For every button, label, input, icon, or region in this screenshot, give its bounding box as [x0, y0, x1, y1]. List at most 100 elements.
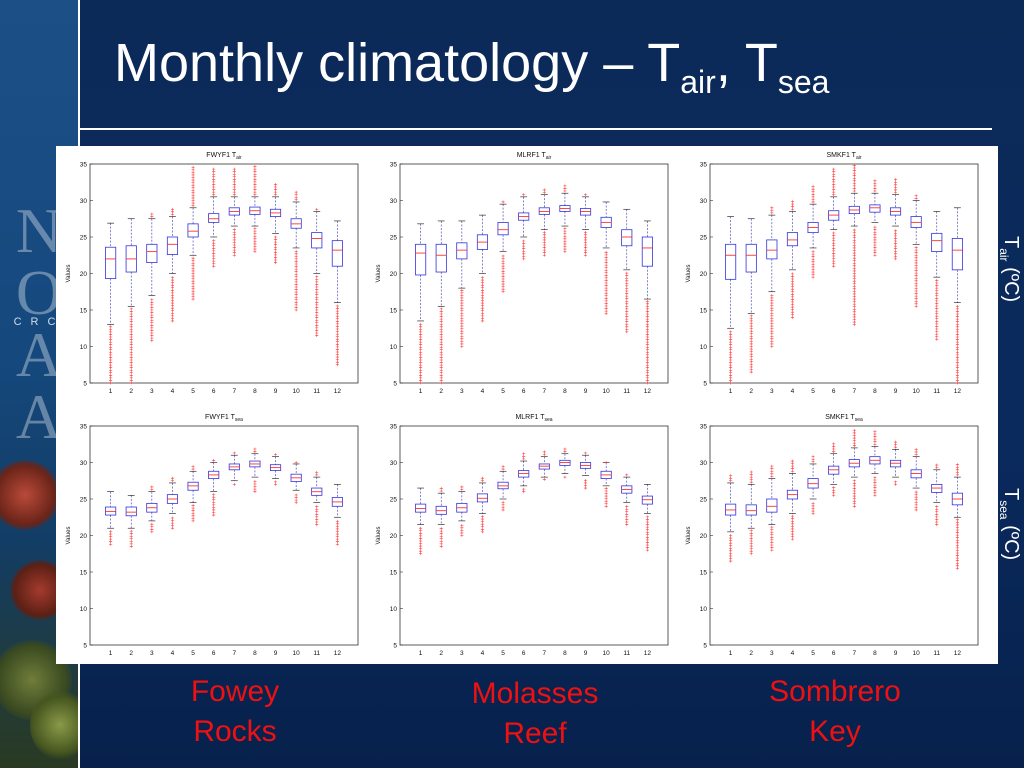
outlier-low — [729, 376, 733, 380]
outlier-low — [315, 300, 319, 304]
outlier-low — [935, 289, 939, 293]
outlier-low — [645, 543, 649, 547]
outlier-low — [914, 304, 918, 308]
outlier-high — [294, 461, 298, 464]
outlier-low — [129, 371, 133, 375]
outlier-low — [439, 350, 443, 354]
outlier-low — [645, 304, 649, 308]
box-month-9 — [889, 440, 902, 486]
outlier-low — [583, 230, 588, 234]
outlier-low — [852, 254, 856, 258]
outlier-high — [832, 177, 836, 181]
outlier-low — [914, 294, 918, 298]
outlier-high — [191, 465, 195, 468]
outlier-low — [232, 241, 236, 244]
outlier-low — [273, 480, 278, 484]
outlier-low — [480, 281, 485, 285]
outlier-high — [832, 193, 836, 197]
outlier-low — [873, 491, 877, 495]
outlier-high — [852, 428, 856, 432]
y-tick-label: 15 — [390, 570, 398, 577]
y-axis-label: Values — [686, 265, 692, 283]
outlier-low — [955, 546, 959, 550]
x-tick-label: 11 — [623, 650, 630, 657]
outlier-high — [873, 440, 877, 444]
outlier-low — [852, 266, 856, 270]
plot-frame — [709, 163, 979, 384]
y-tick-label: 35 — [390, 424, 398, 431]
box-month-12 — [641, 220, 653, 385]
outlier-low — [749, 339, 753, 343]
outlier-low — [480, 520, 485, 524]
outlier-high — [542, 453, 546, 456]
outlier-low — [460, 319, 464, 323]
outlier-low — [253, 490, 257, 494]
outlier-high — [150, 485, 154, 489]
iqr-box — [869, 204, 881, 213]
outlier-low — [170, 301, 175, 305]
x-tick-label: 10 — [913, 650, 921, 657]
outlier-low — [109, 379, 113, 382]
outlier-low — [645, 343, 649, 347]
outlier-low — [335, 348, 339, 351]
outlier-low — [935, 312, 939, 316]
outlier-low — [439, 363, 443, 367]
outlier-low — [832, 486, 836, 490]
x-tick-label: 8 — [253, 388, 257, 395]
y-tick-label: 35 — [390, 162, 398, 169]
outlier-low — [501, 275, 505, 278]
outlier-low — [811, 275, 815, 279]
x-tick-label: 11 — [623, 388, 630, 395]
outlier-low — [955, 376, 959, 380]
y-tick-label: 30 — [700, 460, 708, 467]
outlier-low — [625, 325, 629, 329]
outlier-low — [645, 307, 649, 311]
outlier-low — [129, 348, 133, 352]
outlier-low — [129, 381, 133, 385]
outlier-low — [852, 243, 856, 247]
outlier-low — [129, 320, 133, 324]
outlier-low — [460, 309, 464, 313]
outlier-low — [852, 300, 856, 304]
outlier-high — [253, 447, 257, 451]
outlier-high — [232, 451, 236, 455]
outlier-low — [625, 276, 629, 280]
outlier-high — [914, 450, 918, 454]
outlier-high — [253, 175, 257, 179]
outlier-low — [955, 325, 959, 329]
outlier-low — [501, 277, 505, 281]
outlier-low — [749, 352, 753, 356]
outlier-low — [645, 525, 649, 529]
outlier-low — [439, 348, 443, 352]
iqr-box — [931, 484, 943, 493]
outlier-low — [150, 530, 154, 534]
outlier-low — [645, 546, 649, 549]
outlier-low — [460, 327, 464, 331]
outlier-low — [109, 353, 113, 357]
outlier-low — [604, 276, 608, 280]
outlier-low — [563, 227, 567, 231]
outlier-low — [893, 229, 898, 233]
outlier-low — [914, 287, 918, 290]
outlier-high — [191, 191, 195, 195]
outlier-low — [294, 306, 298, 309]
outlier-low — [749, 547, 753, 551]
outlier-low — [935, 518, 939, 521]
outlier-low — [935, 309, 939, 313]
outlier-high — [253, 193, 257, 197]
outlier-low — [749, 316, 753, 320]
outlier-low — [253, 232, 257, 236]
outlier-low — [625, 317, 629, 321]
outlier-low — [129, 539, 133, 543]
outlier-high — [253, 172, 257, 176]
outlier-low — [625, 297, 629, 301]
outlier-low — [893, 244, 898, 248]
outlier-low — [935, 299, 939, 303]
outlier-low — [852, 264, 856, 268]
outlier-low — [832, 262, 836, 266]
outlier-low — [335, 325, 339, 328]
outlier-low — [729, 536, 733, 540]
outlier-high — [770, 474, 774, 478]
